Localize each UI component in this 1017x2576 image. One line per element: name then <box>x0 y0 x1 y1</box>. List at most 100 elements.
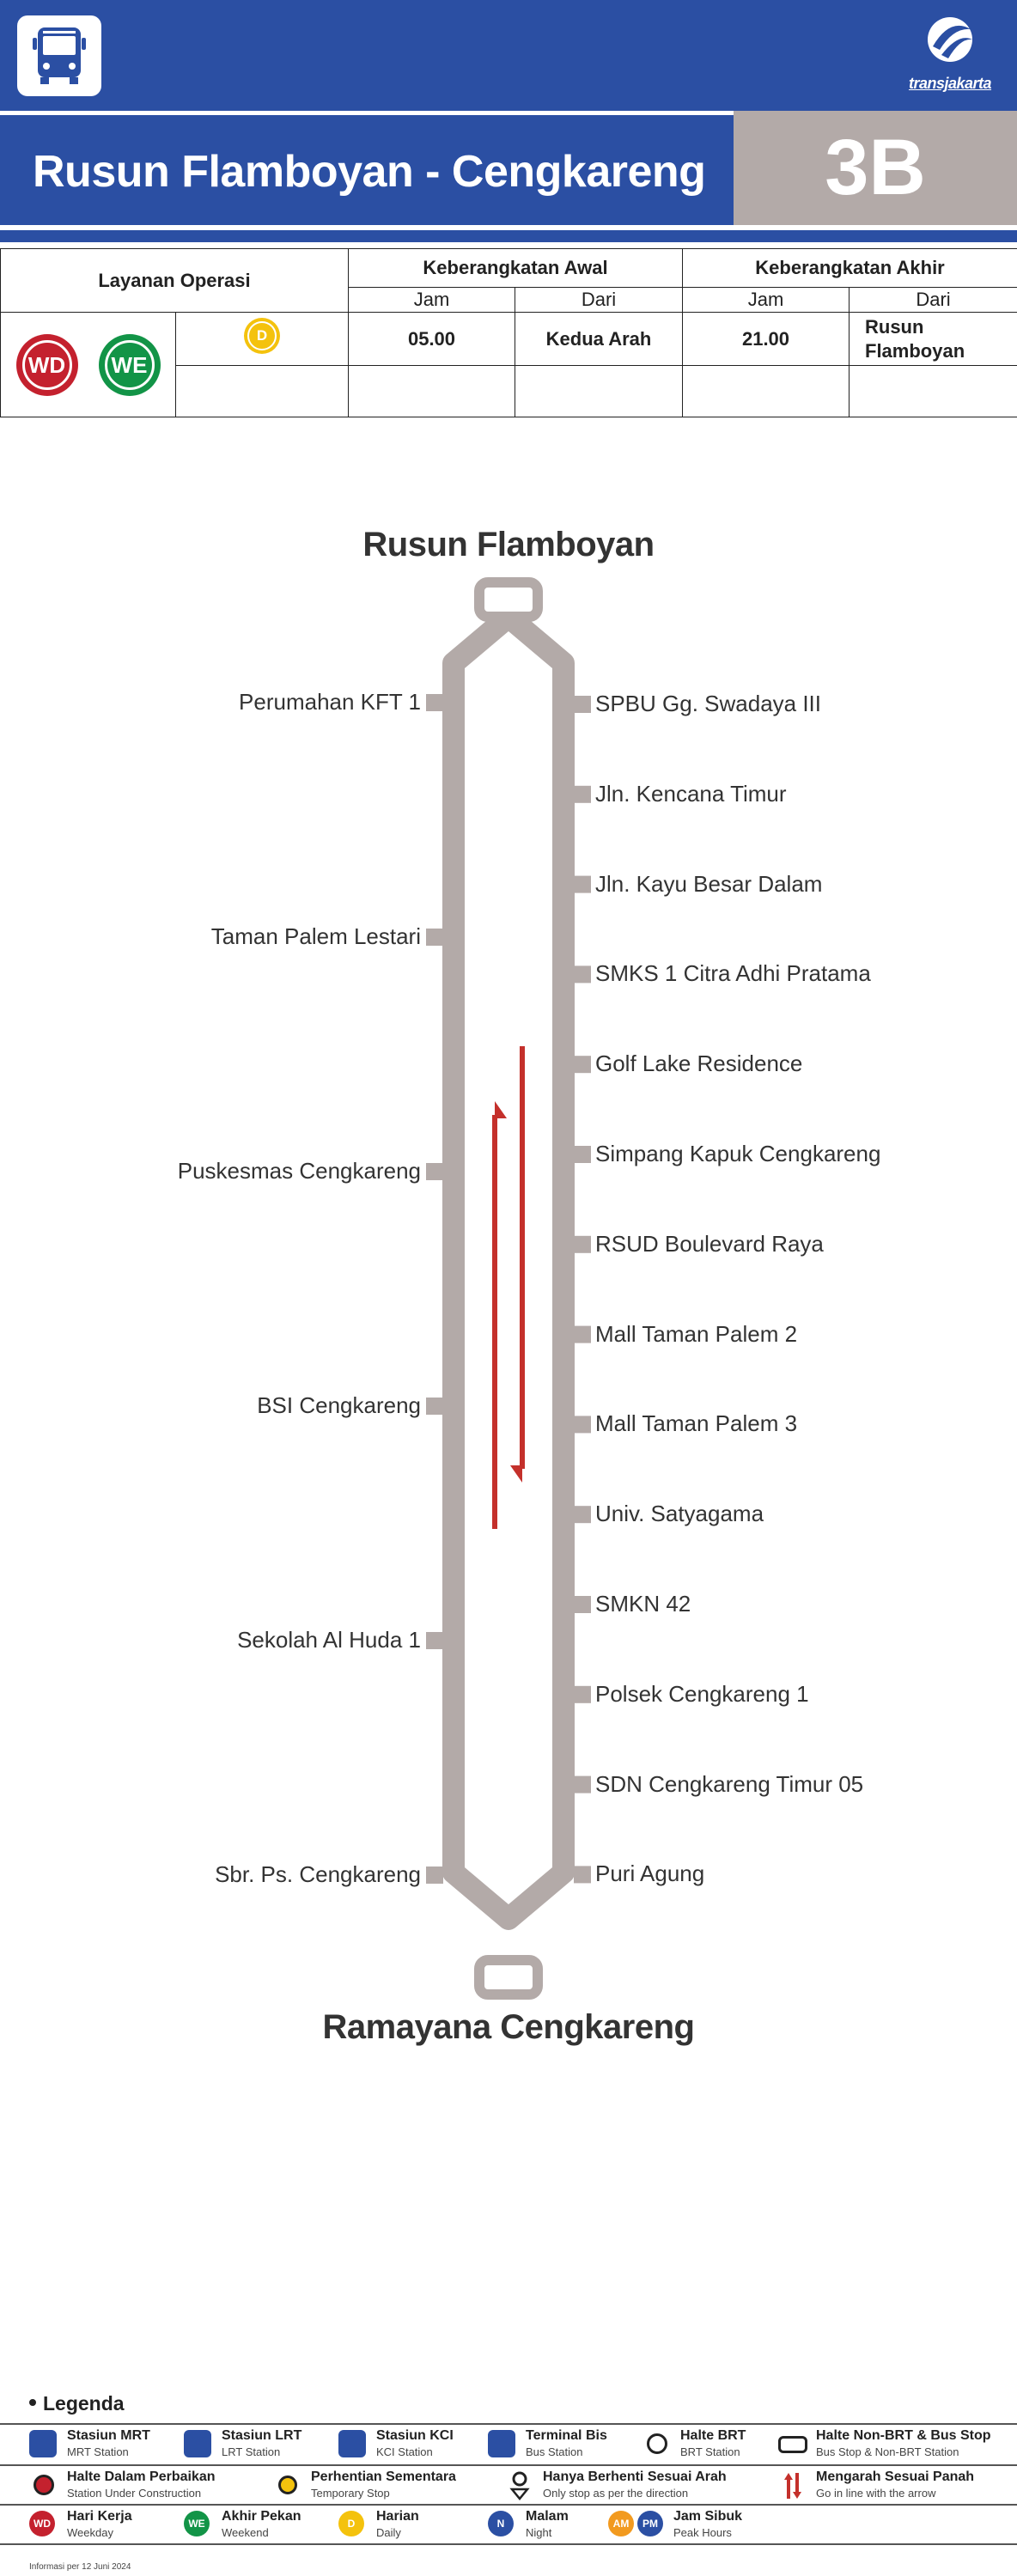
under-construction-icon <box>33 2475 54 2495</box>
last-departure-header: Keberangkatan Akhir <box>681 247 1017 289</box>
stop-label-left: Sekolah Al Huda 1 <box>237 1627 421 1653</box>
top-terminal-marker <box>474 577 543 622</box>
stop-marker-right <box>574 1685 591 1703</box>
route-title: Rusun Flamboyan - Cengkareng <box>33 147 706 197</box>
first-time-label: Jam <box>348 287 515 314</box>
brand-name: transjakarta <box>908 75 992 92</box>
divider <box>0 2423 1017 2425</box>
stop-marker-left <box>426 1867 443 1884</box>
first-departure-time: 05.00 <box>348 312 515 367</box>
kci-station-icon <box>338 2430 366 2457</box>
bus-station-icon <box>488 2430 515 2457</box>
stop-label-right: Mall Taman Palem 3 <box>595 1410 798 1437</box>
stop-marker-left <box>426 929 443 946</box>
stop-label-left: BSI Cengkareng <box>257 1392 421 1418</box>
last-from-label: Dari <box>848 287 1017 314</box>
top-header-bar: transjakarta <box>0 0 1017 111</box>
stop-label-left: Perumahan KFT 1 <box>239 689 421 715</box>
divider <box>0 111 1017 115</box>
stop-marker-right <box>574 1596 591 1613</box>
stop-label-left: Sbr. Ps. Cengkareng <box>215 1861 421 1887</box>
stop-label-right: Puri Agung <box>595 1860 705 1887</box>
info-date: Informasi per 12 Juni 2024 <box>29 2562 131 2572</box>
weekend-icon: WE <box>184 2511 210 2536</box>
last-departure-from: Rusun Flamboyan <box>848 312 1017 367</box>
divider <box>0 2543 1017 2545</box>
route-loop <box>442 606 575 1930</box>
last-departure-time: 21.00 <box>682 312 850 367</box>
top-terminal-name: Rusun Flamboyan <box>362 526 655 563</box>
stop-label-right: Jln. Kencana Timur <box>595 780 787 807</box>
lrt-station-icon <box>184 2430 211 2457</box>
bottom-terminal-name: Ramayana Cengkareng <box>322 2008 695 2046</box>
stop-label-right: Mall Taman Palem 2 <box>595 1320 798 1347</box>
direction-arrows <box>492 1046 525 1529</box>
stop-label-right: Golf Lake Residence <box>595 1050 803 1077</box>
stop-marker-left <box>426 694 443 711</box>
divider <box>0 230 1017 242</box>
stop-marker-right <box>574 1866 591 1884</box>
empty-cell <box>848 365 1017 417</box>
transjakarta-logo-icon <box>928 17 972 62</box>
daily-cell: D <box>175 312 349 367</box>
stop-label-right: SPBU Gg. Swadaya III <box>595 691 822 716</box>
daily-badge: D <box>244 318 280 355</box>
divider <box>0 2464 1017 2466</box>
stop-marker-right <box>574 785 591 803</box>
bullet-icon <box>29 2399 36 2406</box>
stop-label-right: Simpang Kapuk Cengkareng <box>595 1141 881 1166</box>
weekend-badge: WE <box>98 333 161 396</box>
temporary-stop-icon <box>278 2476 297 2494</box>
first-departure-header: Keberangkatan Awal <box>348 247 683 289</box>
stop-marker-right <box>574 1235 591 1253</box>
bottom-terminal-marker <box>474 1955 543 2000</box>
stop-marker-right <box>574 875 591 893</box>
stop-label-left: Taman Palem Lestari <box>210 923 421 949</box>
service-days-cell: WD WE <box>0 312 176 417</box>
daily-icon: D <box>338 2511 364 2536</box>
route-code-box: 3B <box>734 111 1017 225</box>
brt-stop-icon <box>647 2433 667 2454</box>
stop-label-right: SMKN 42 <box>595 1591 691 1617</box>
arrow-down-head <box>510 1465 522 1483</box>
schedule-table: Layanan Operasi Keberangkatan Awal Keber… <box>0 247 1017 417</box>
stop-label-right: Univ. Satyagama <box>595 1501 764 1527</box>
stop-marker-right <box>574 1325 591 1343</box>
divider <box>0 2504 1017 2506</box>
direction-only-stop-icon <box>509 2471 530 2500</box>
stop-label-right: Jln. Kayu Besar Dalam <box>595 870 823 897</box>
transjakarta-logo: transjakarta <box>898 12 1002 94</box>
stop-marker-left <box>426 1632 443 1649</box>
peak-am-icon: AM <box>608 2511 634 2536</box>
peak-pm-icon: PM <box>637 2511 663 2536</box>
stop-marker-right <box>574 696 591 713</box>
weekday-badge: WD <box>15 333 78 396</box>
stop-marker-right <box>574 965 591 984</box>
stop-marker-right <box>574 1506 591 1524</box>
stop-marker-left <box>426 1398 443 1415</box>
non-brt-stop-icon <box>778 2436 807 2453</box>
empty-cell <box>348 365 515 417</box>
stop-marker-right <box>574 1146 591 1163</box>
first-from-label: Dari <box>515 287 683 314</box>
bus-icon <box>17 15 101 96</box>
stop-marker-right <box>574 1775 591 1793</box>
empty-cell <box>515 365 683 417</box>
arrow-up-head <box>495 1101 507 1118</box>
stop-label-right: SMKS 1 Citra Adhi Pratama <box>595 960 871 987</box>
stop-label-left: Puskesmas Cengkareng <box>177 1158 421 1184</box>
weekday-icon: WD <box>29 2511 55 2536</box>
service-header: Layanan Operasi <box>0 247 349 314</box>
stop-marker-right <box>574 1056 591 1074</box>
legend-item-peak: AM PM Jam Sibuk Peak Hours <box>608 2509 780 2543</box>
route-title-bar: Rusun Flamboyan - Cengkareng <box>0 115 734 225</box>
route-code: 3B <box>825 124 926 211</box>
stop-marker-right <box>574 1416 591 1434</box>
night-icon: N <box>488 2511 514 2536</box>
legend-title: Legenda <box>43 2392 125 2415</box>
stop-label-right: RSUD Boulevard Raya <box>595 1230 824 1257</box>
stop-marker-left <box>426 1163 443 1180</box>
direction-arrow-icon <box>784 2473 801 2499</box>
mrt-station-icon <box>29 2430 57 2457</box>
